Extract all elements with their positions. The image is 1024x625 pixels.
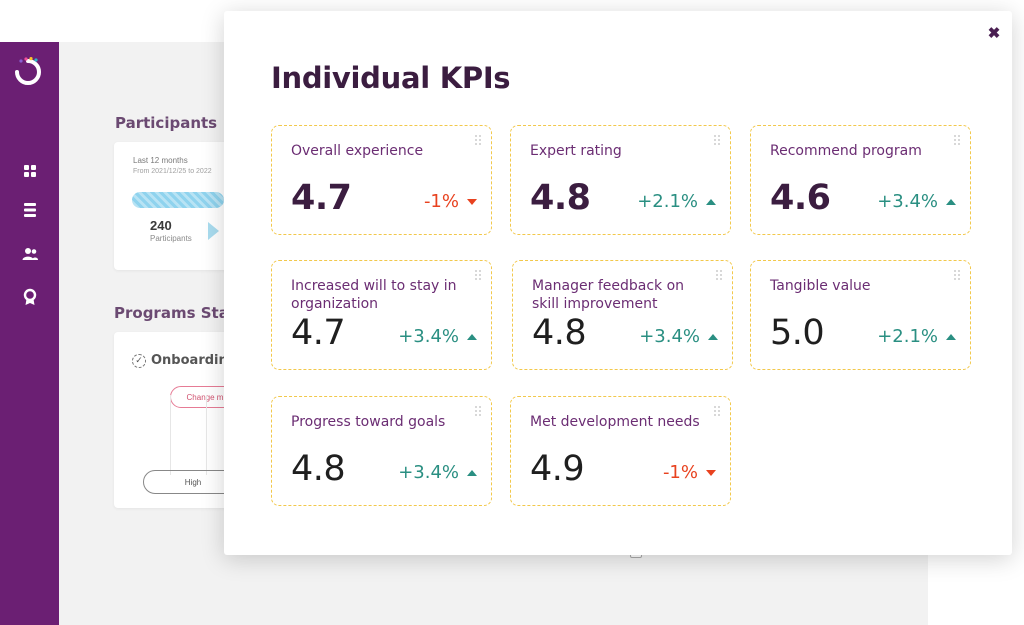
kpi-value: 4.9: [530, 449, 585, 489]
kpi-value: 4.8: [530, 178, 591, 218]
kpi-label: Recommend program: [770, 143, 922, 159]
award-icon[interactable]: [21, 288, 39, 306]
kpi-change: +2.1%: [637, 191, 716, 212]
kpi-card-recommend-program[interactable]: Recommend program 4.6 +3.4%: [750, 125, 971, 235]
kpi-card-progress-toward-goals[interactable]: Progress toward goals 4.8 +3.4%: [271, 396, 492, 506]
trend-up-icon: [946, 198, 956, 205]
onboarding-status: ✓ Onboarding: [132, 353, 237, 368]
kpi-change-value: -1%: [662, 462, 698, 483]
brand-logo-icon: [15, 57, 41, 85]
drag-handle-icon[interactable]: [714, 135, 722, 145]
kpi-modal: ✖ Individual KPIs Overall experience 4.7…: [224, 11, 1012, 555]
kpi-change: +3.4%: [877, 191, 956, 212]
trend-down-icon: [467, 198, 477, 205]
kpi-card-met-development-needs[interactable]: Met development needs 4.9 -1%: [510, 396, 731, 506]
kpi-card-manager-feedback[interactable]: Manager feedback on skill improvement 4.…: [512, 260, 733, 370]
kpi-change-value: +3.4%: [398, 462, 459, 483]
participant-count-label: Participants: [150, 234, 192, 243]
users-icon[interactable]: [21, 245, 39, 263]
dashboard-icon[interactable]: [21, 162, 39, 180]
kpi-change-value: -1%: [423, 191, 459, 212]
kpi-card-increased-will-to-stay[interactable]: Increased will to stay in organization 4…: [271, 260, 492, 370]
kpi-change-value: +2.1%: [637, 191, 698, 212]
trend-up-icon: [946, 333, 956, 340]
close-icon[interactable]: ✖: [987, 25, 1001, 42]
kpi-card-overall-experience[interactable]: Overall experience 4.7 -1%: [271, 125, 492, 235]
grid-line: [170, 395, 171, 475]
kpi-change: +3.4%: [398, 462, 477, 483]
kpi-change: +2.1%: [877, 326, 956, 347]
kpi-label: Progress toward goals: [291, 414, 446, 430]
participant-count: 240: [150, 218, 172, 233]
kpi-value: 4.7: [291, 178, 352, 218]
kpi-value: 4.6: [770, 178, 831, 218]
kpi-change: -1%: [663, 462, 716, 483]
grid-line: [206, 395, 207, 475]
kpi-value: 4.8: [532, 313, 587, 353]
list-icon[interactable]: [21, 201, 39, 219]
kpi-label: Manager feedback on skill improvement: [532, 278, 685, 312]
kpi-change: -1%: [424, 191, 477, 212]
participants-title: Participants: [115, 114, 218, 132]
play-icon: [208, 222, 219, 240]
drag-handle-icon[interactable]: [475, 406, 483, 416]
check-circle-icon: ✓: [132, 353, 146, 368]
kpi-change: +3.4%: [639, 326, 718, 347]
kpi-value: 5.0: [770, 313, 825, 353]
kpi-value: 4.8: [291, 449, 346, 489]
programs-status-title: Programs Statu: [114, 304, 247, 322]
kpi-label: Overall experience: [291, 143, 424, 159]
trend-up-icon: [467, 469, 477, 476]
drag-handle-icon[interactable]: [954, 270, 962, 280]
kpi-change-value: +3.4%: [398, 326, 459, 347]
kpi-card-expert-rating[interactable]: Expert rating 4.8 +2.1%: [510, 125, 731, 235]
trend-up-icon: [467, 333, 477, 340]
period-label: Last 12 months: [133, 156, 188, 165]
drag-handle-icon[interactable]: [954, 135, 962, 145]
kpi-change-value: +3.4%: [877, 191, 938, 212]
drag-handle-icon[interactable]: [716, 270, 724, 280]
sidebar: [0, 42, 59, 625]
drag-handle-icon[interactable]: [475, 270, 483, 280]
kpi-value: 4.7: [291, 313, 346, 353]
kpi-card-tangible-value[interactable]: Tangible value 5.0 +2.1%: [750, 260, 971, 370]
kpi-label: Expert rating: [530, 143, 622, 159]
kpi-label: Increased will to stay in organization: [291, 278, 457, 312]
participants-progress-bar: [132, 192, 224, 208]
onboarding-label: Onboarding: [151, 353, 238, 368]
trend-up-icon: [708, 333, 718, 340]
kpi-change-value: +2.1%: [877, 326, 938, 347]
period-range: From 2021/12/25 to 2022: [133, 168, 212, 175]
drag-handle-icon[interactable]: [714, 406, 722, 416]
kpi-label: Tangible value: [770, 278, 871, 294]
kpi-change: +3.4%: [398, 326, 477, 347]
trend-down-icon: [706, 469, 716, 476]
kpi-change-value: +3.4%: [639, 326, 700, 347]
modal-title: Individual KPIs: [271, 61, 511, 95]
kpi-label: Met development needs: [530, 414, 700, 430]
trend-up-icon: [706, 198, 716, 205]
drag-handle-icon[interactable]: [475, 135, 483, 145]
